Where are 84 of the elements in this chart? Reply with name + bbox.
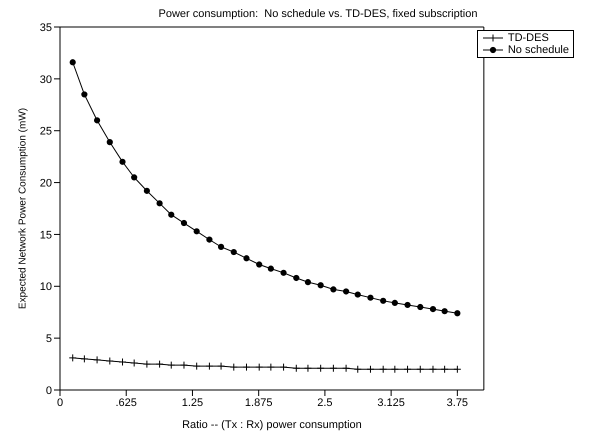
point — [131, 174, 138, 180]
legend-label: No schedule — [508, 44, 569, 56]
point — [293, 274, 300, 282]
x-tick-label: 0 — [56, 396, 64, 409]
point — [156, 200, 163, 206]
point — [230, 248, 237, 256]
y-tick-label: 35 — [40, 22, 52, 34]
x-tick-label: 1.875 — [244, 396, 272, 409]
point — [93, 356, 102, 364]
point — [280, 363, 288, 372]
point — [404, 365, 412, 374]
point — [304, 364, 312, 372]
point — [417, 304, 424, 310]
point — [242, 363, 250, 372]
x-tick-label: 2.5 — [317, 396, 333, 409]
point — [106, 356, 114, 365]
point — [268, 266, 274, 272]
point — [342, 364, 350, 372]
point — [80, 354, 88, 363]
point — [81, 91, 88, 98]
point — [206, 236, 213, 243]
point — [330, 286, 336, 292]
y-tick-label: 5 — [46, 333, 52, 346]
point — [428, 365, 437, 374]
y-tick-label: 10 — [40, 281, 52, 294]
point — [430, 306, 436, 312]
point — [442, 308, 448, 314]
point — [68, 354, 77, 362]
point — [243, 255, 250, 262]
point — [367, 294, 374, 301]
point — [217, 362, 226, 370]
point — [94, 117, 100, 124]
point — [404, 302, 411, 308]
point — [180, 220, 188, 226]
point — [70, 59, 76, 66]
point — [194, 228, 200, 234]
point — [354, 291, 361, 298]
legend-label: TD-DES — [508, 32, 549, 44]
x-axis-title: Ratio -- (Tx : Rx) power consumption — [182, 419, 362, 431]
point — [316, 364, 325, 372]
point — [392, 300, 398, 306]
x-tick-label: 3.125 — [377, 396, 405, 409]
chart-title: Power consumption: No schedule vs. TD-DES, fixed subscription — [158, 8, 478, 22]
point — [416, 365, 424, 374]
point — [192, 362, 201, 370]
point — [379, 365, 388, 374]
y-tick-label: 30 — [40, 74, 52, 86]
point — [342, 288, 350, 295]
y-tick-label: 20 — [40, 177, 52, 190]
y-axis-title: Expected Network Power Consumption (mW) — [18, 108, 29, 310]
y-tick-label: 0 — [46, 384, 52, 397]
point — [280, 270, 287, 276]
point — [266, 363, 275, 372]
y-tick-label: 25 — [40, 126, 52, 138]
point — [304, 279, 312, 286]
point — [218, 244, 224, 250]
point — [454, 310, 460, 316]
point — [180, 361, 188, 370]
point — [440, 365, 449, 374]
y-tick-label: 15 — [40, 229, 52, 242]
point — [453, 365, 462, 374]
x-tick-label: 3.75 — [446, 396, 468, 409]
point — [390, 365, 399, 374]
point — [205, 362, 214, 370]
point — [230, 363, 238, 372]
point — [144, 188, 150, 194]
point — [142, 360, 151, 368]
point — [255, 363, 264, 372]
x-tick-label: 1.25 — [182, 396, 204, 409]
x-tick-label: .625 — [116, 396, 137, 409]
point — [168, 212, 174, 218]
point — [380, 298, 386, 304]
point — [354, 365, 362, 374]
point — [156, 360, 164, 368]
point — [118, 358, 127, 366]
point — [329, 364, 338, 372]
point — [106, 139, 113, 146]
point — [256, 261, 262, 268]
point — [292, 364, 300, 372]
point — [366, 365, 374, 374]
point — [167, 361, 176, 370]
point — [119, 158, 126, 165]
point — [318, 282, 324, 288]
point — [130, 359, 138, 368]
